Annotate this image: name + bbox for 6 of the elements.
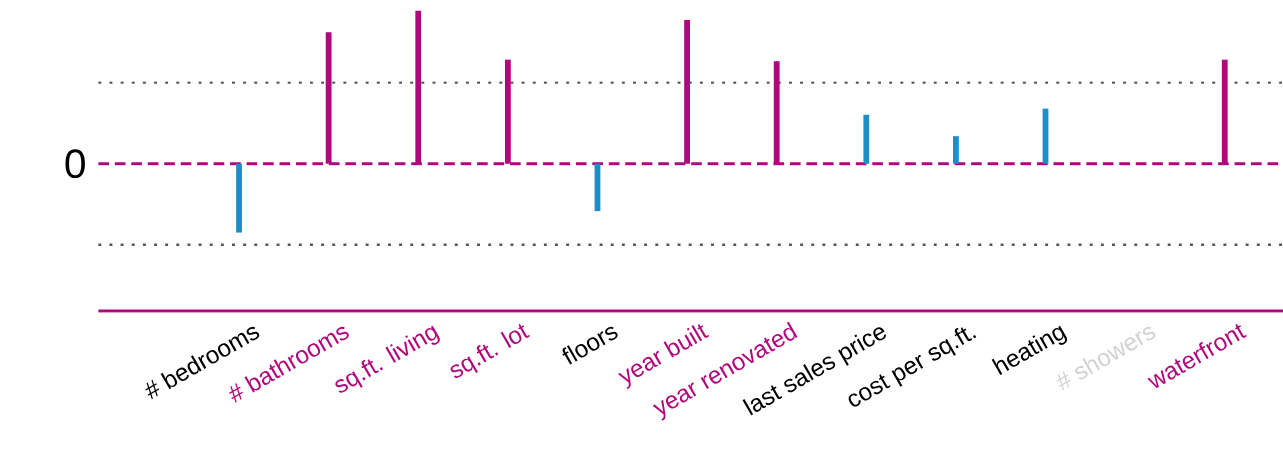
x-tick-label: sq.ft. lot [450,324,530,379]
x-tick-label: floors [562,327,618,365]
bar [236,163,242,233]
bar [863,114,870,164]
ref-line-label: 0 [65,149,85,179]
bar [953,136,959,164]
